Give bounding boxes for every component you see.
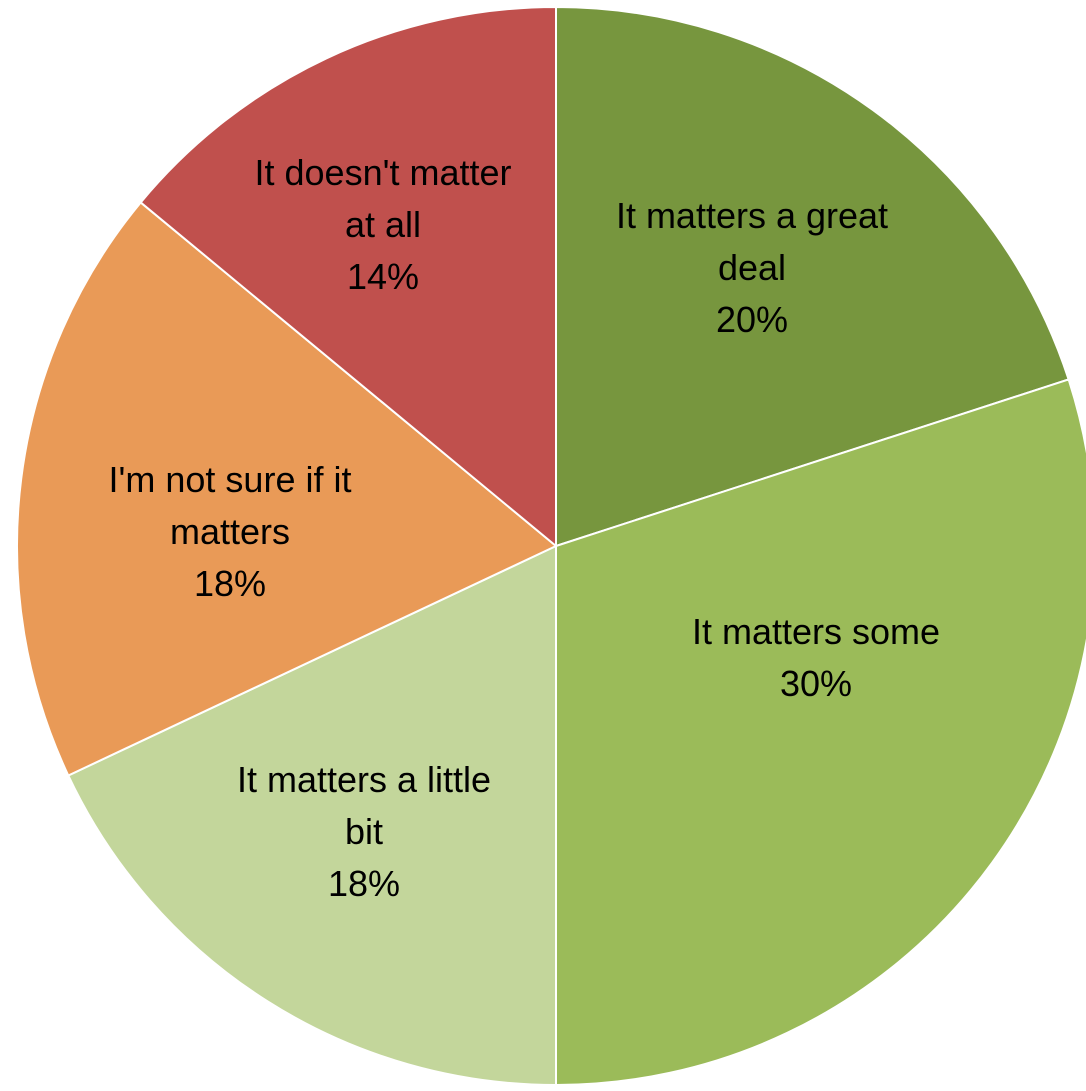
pie-slice-2	[555, 378, 1086, 1087]
pie-labels: It matters a great deal 20% It matters some…	[109, 152, 941, 904]
pie-slice-5	[139, 5, 557, 549]
slice-label-5: It doesn't matter at all 14%	[255, 152, 512, 297]
slice-percent-label: 20%	[716, 299, 788, 340]
slice-label-2: It matters some 30%	[692, 611, 940, 704]
slice-category-label: matters	[170, 511, 290, 552]
pie-slice-4	[16, 201, 558, 777]
slice-percent-label: 30%	[780, 663, 852, 704]
slice-percent-label: 14%	[347, 256, 419, 297]
slice-label-3: It matters a little bit 18%	[237, 759, 491, 904]
slice-label-1: It matters a great deal 20%	[616, 195, 888, 340]
slice-percent-label: 18%	[328, 863, 400, 904]
slice-category-label: It matters some	[692, 611, 940, 652]
pie-slice-3	[66, 544, 557, 1087]
pie-slices	[16, 5, 1086, 1087]
slice-category-label: It matters a great	[616, 195, 888, 236]
slice-category-label: It doesn't matter	[255, 152, 512, 193]
slice-category-label: at all	[345, 204, 421, 245]
pie-slice-1	[555, 5, 1070, 548]
slice-category-label: I'm not sure if it	[109, 459, 352, 500]
slice-category-label: It matters a little	[237, 759, 491, 800]
slice-percent-label: 18%	[194, 563, 266, 604]
slice-category-label: deal	[718, 247, 786, 288]
slice-label-4: I'm not sure if it matters 18%	[109, 459, 352, 604]
slice-category-label: bit	[345, 811, 383, 852]
